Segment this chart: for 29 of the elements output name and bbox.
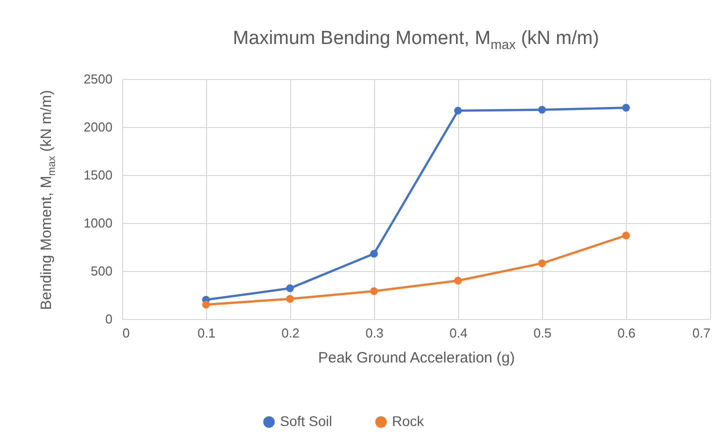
x-tick-label: 0.3 xyxy=(365,326,384,340)
x-tick-label: 0.5 xyxy=(533,326,552,340)
y-tick-label: 0 xyxy=(105,312,112,326)
chart-title: Maximum Bending Moment, M$_{max}$ (kN m/m) xyxy=(232,28,600,52)
y-tick-label: 1500 xyxy=(84,168,112,182)
point xyxy=(454,106,462,115)
legend-label: Soft Soil xyxy=(280,413,332,429)
x-tick-label: 0.7 xyxy=(692,326,710,340)
x-tick-label: 0 xyxy=(122,326,130,340)
point xyxy=(622,232,630,240)
point xyxy=(538,106,546,114)
point xyxy=(454,276,462,284)
legend-label: Rock xyxy=(392,413,425,429)
y-tick-label: 2000 xyxy=(84,120,112,134)
point xyxy=(202,300,210,308)
point xyxy=(370,287,378,296)
point xyxy=(286,294,294,303)
x-tick-label: 0.4 xyxy=(449,326,468,340)
point xyxy=(286,284,294,292)
x-tick-label: 0.6 xyxy=(617,326,636,340)
x-tick-label: 0.1 xyxy=(197,326,216,340)
y-tick-label: 2500 xyxy=(84,72,112,86)
y-tick-label: 500 xyxy=(90,264,112,278)
y-tick-label: 1000 xyxy=(84,216,112,230)
point xyxy=(622,104,630,112)
point xyxy=(370,250,378,258)
x-axis-title: Peak Ground Acceleration (g) xyxy=(318,350,515,366)
point xyxy=(538,259,546,268)
x-tick-label: 0.2 xyxy=(281,326,300,340)
